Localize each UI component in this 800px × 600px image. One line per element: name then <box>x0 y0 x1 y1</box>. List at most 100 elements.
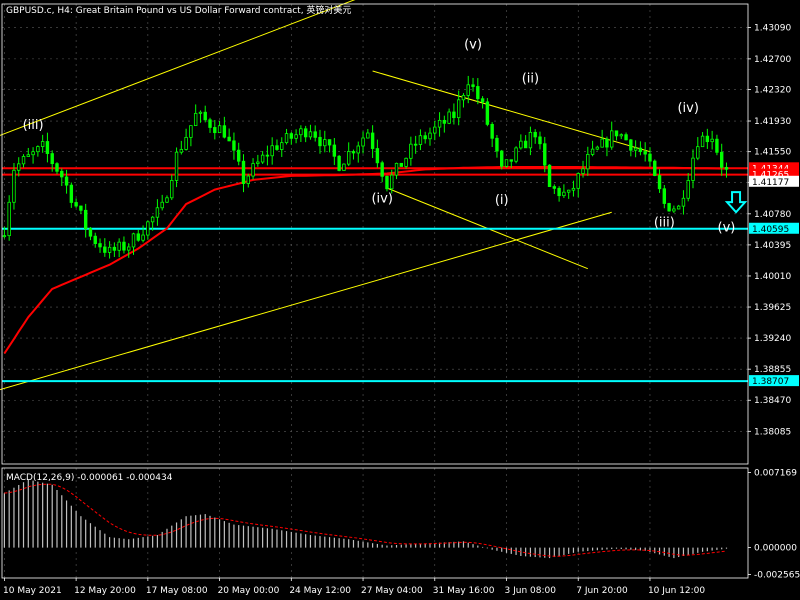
candle-body <box>227 136 231 142</box>
candle-body <box>433 126 437 134</box>
candle-body <box>380 162 384 177</box>
candle-body <box>280 142 284 150</box>
candle-body <box>700 135 705 148</box>
candle-body <box>653 160 657 176</box>
candle-body <box>514 147 518 162</box>
candle-body <box>719 151 724 168</box>
price-tag-label: 1.38707 <box>752 377 789 387</box>
chart-frame <box>1 3 749 579</box>
candle-body <box>289 133 294 139</box>
candle-body <box>165 197 169 203</box>
candle-body <box>466 84 470 96</box>
price-tag-label: 1.40595 <box>752 225 789 235</box>
candle-body <box>686 180 690 199</box>
price-tag <box>749 175 799 187</box>
candle-body <box>576 173 580 189</box>
candle-body <box>533 131 537 138</box>
candle-body <box>122 241 126 251</box>
chart-title: GBPUSD.c, H4: Great Britain Pound vs US … <box>6 4 351 16</box>
candle-body <box>672 208 676 212</box>
wave-label: (iii) <box>23 118 44 133</box>
candle-body <box>136 233 140 241</box>
candle-body <box>303 128 308 138</box>
price-axis: 1.43090 1.42700 1.42320 1.41930 1.41550 1.411… <box>748 23 800 580</box>
candle-body <box>557 187 561 197</box>
price-tick-label: 1.40010 <box>754 272 791 282</box>
candle-body <box>45 141 50 154</box>
candle-body <box>40 141 45 147</box>
time-tick-label: 31 May 16:00 <box>433 586 495 596</box>
candle-body <box>648 153 652 162</box>
candle-body <box>12 169 16 203</box>
candle-body <box>346 151 351 165</box>
wedge-upper-line <box>372 70 651 153</box>
candle-body <box>160 201 164 209</box>
candle-body <box>519 140 523 149</box>
candle-body <box>79 205 83 211</box>
candle-body <box>643 151 647 155</box>
candle-body <box>55 163 59 172</box>
candle-body <box>213 127 217 134</box>
candle-body <box>74 202 78 207</box>
candle-body <box>198 111 203 114</box>
candle-body <box>366 132 370 139</box>
candle-body <box>112 246 117 251</box>
candle-body <box>251 163 255 177</box>
candle-body <box>413 143 418 146</box>
candle-body <box>294 134 298 139</box>
candle-body <box>203 111 207 121</box>
candle-body <box>184 136 188 150</box>
candlestick-series <box>2 75 729 259</box>
time-axis: 10 May 2021 12 May 20:00 17 May 08:00 20 Ma… <box>3 578 705 596</box>
candle-body <box>605 138 609 148</box>
candle-body <box>127 246 131 251</box>
candle-body <box>246 175 250 184</box>
candle-body <box>370 132 375 149</box>
candle-body <box>117 241 121 251</box>
candle-body <box>103 246 107 253</box>
candle-body <box>610 130 614 148</box>
candle-body <box>404 157 408 167</box>
candle-body <box>88 228 93 237</box>
candle-body <box>327 139 332 146</box>
candle-body <box>179 149 184 153</box>
candle-body <box>170 180 174 199</box>
time-tick-label: 3 Jun 08:00 <box>505 586 557 596</box>
candle-body <box>471 84 475 87</box>
macd-indicator <box>3 479 728 559</box>
candle-body <box>361 137 365 147</box>
channel-upper-line <box>0 0 356 136</box>
candle-body <box>500 150 504 167</box>
candle-body <box>423 135 427 140</box>
macd-tick-label: 0.007169 <box>754 469 797 479</box>
candle-body <box>17 163 21 171</box>
candle-body <box>562 191 566 197</box>
macd-tick-label: -0.002565 <box>754 570 800 580</box>
candle-body <box>523 140 528 149</box>
candle-body <box>146 221 150 236</box>
candle-body <box>275 145 279 150</box>
candle-body <box>342 163 346 171</box>
time-tick-label: 10 May 2021 <box>3 586 62 596</box>
candle-body <box>452 111 456 119</box>
candle-body <box>351 151 356 154</box>
candle-body <box>399 162 404 167</box>
price-tag <box>749 375 799 387</box>
candle-body <box>208 119 212 128</box>
candle-body <box>98 243 102 248</box>
candle-body <box>485 101 490 125</box>
candle-body <box>447 111 451 124</box>
time-tick-label: 27 May 04:00 <box>361 586 423 596</box>
candle-body <box>667 203 671 212</box>
candle-body <box>36 146 40 153</box>
candle-body <box>528 131 533 149</box>
candle-body <box>241 160 246 184</box>
candle-body <box>323 139 327 147</box>
arrow-down-icon <box>724 191 748 214</box>
wave-label: (iv) <box>371 192 392 207</box>
candle-body <box>141 234 145 241</box>
macd-tick-label: 0.000000 <box>754 544 797 554</box>
price-tick-label: 1.41930 <box>754 117 791 127</box>
candle-body <box>495 137 499 152</box>
